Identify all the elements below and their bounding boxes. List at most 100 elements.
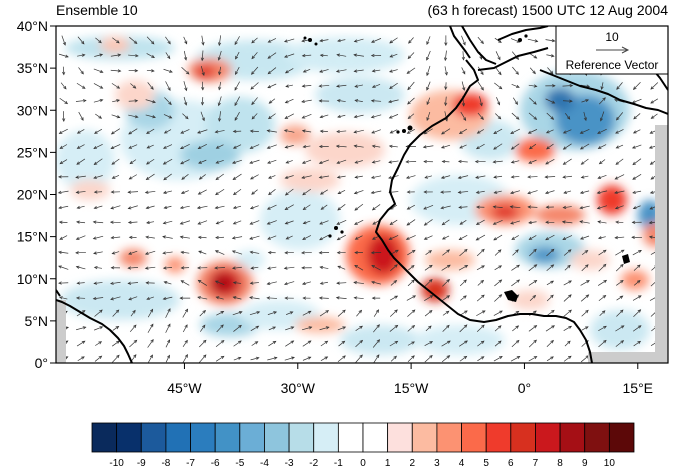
lat-tick-label: 15°N bbox=[17, 229, 48, 245]
wind-vector bbox=[546, 339, 554, 348]
wind-vector bbox=[494, 82, 503, 90]
wind-vector bbox=[318, 144, 329, 149]
wind-vector bbox=[388, 114, 399, 119]
wind-vector bbox=[93, 175, 103, 179]
wind-vector bbox=[563, 355, 572, 362]
wind-vector bbox=[354, 203, 364, 211]
wind-vector bbox=[268, 340, 277, 347]
wind-vector bbox=[633, 113, 641, 120]
wind-vector bbox=[284, 296, 294, 300]
wind-vector bbox=[129, 36, 138, 44]
wind-vector bbox=[127, 220, 138, 225]
wind-vector bbox=[493, 128, 503, 134]
wind-vector bbox=[650, 113, 658, 119]
wind-vector bbox=[616, 309, 624, 317]
wind-vector bbox=[354, 84, 363, 88]
latitude-axis: 0° 5°N 10°N 15°N 20°N 25°N 30°N 35°N 40°N bbox=[17, 18, 56, 371]
wind-vector bbox=[301, 175, 312, 179]
wind-vector bbox=[266, 144, 277, 149]
colorbar-label: 5 bbox=[483, 458, 489, 469]
wind-vector bbox=[77, 53, 86, 57]
wind-vector bbox=[407, 324, 416, 332]
wind-vector bbox=[492, 205, 503, 209]
wind-vector bbox=[353, 144, 364, 148]
wind-vector bbox=[426, 81, 431, 91]
wind-vector bbox=[616, 280, 624, 286]
wind-vector bbox=[475, 175, 486, 179]
wind-vector bbox=[614, 205, 624, 210]
wind-vector bbox=[234, 96, 240, 107]
wind-vector bbox=[146, 53, 155, 58]
wind-vector bbox=[459, 279, 467, 287]
wind-vector bbox=[179, 235, 190, 239]
wind-vector bbox=[93, 190, 103, 194]
left-title: Ensemble 10 bbox=[56, 2, 138, 18]
wind-vector bbox=[93, 158, 103, 165]
wind-vector bbox=[146, 158, 155, 165]
wind-vector bbox=[632, 129, 641, 134]
wind-vector bbox=[336, 251, 346, 255]
wind-vector bbox=[561, 220, 573, 224]
wind-vector bbox=[249, 205, 259, 210]
wind-vector bbox=[249, 220, 260, 225]
wind-vector bbox=[232, 220, 242, 225]
wind-vector bbox=[354, 264, 364, 271]
wind-vector bbox=[165, 81, 171, 91]
colorbar-label: 0 bbox=[360, 458, 366, 469]
wind-vector bbox=[477, 36, 484, 45]
wind-vector bbox=[407, 81, 415, 91]
wind-vector bbox=[579, 190, 590, 194]
wind-vector bbox=[336, 175, 346, 179]
wind-vector bbox=[214, 205, 225, 210]
wind-vector bbox=[110, 266, 121, 270]
colorbar-swatch bbox=[140, 422, 167, 453]
wind-vector bbox=[77, 356, 85, 362]
wind-vector bbox=[336, 99, 346, 103]
wind-vector bbox=[459, 220, 467, 225]
wind-vector bbox=[58, 250, 69, 254]
wind-vector bbox=[162, 158, 173, 165]
wind-vector bbox=[389, 340, 399, 347]
wind-vector bbox=[600, 82, 604, 91]
wind-vector bbox=[354, 235, 363, 240]
wind-vector bbox=[423, 219, 433, 226]
wind-vector bbox=[459, 324, 468, 333]
wind-vector bbox=[198, 159, 207, 164]
wind-vector bbox=[197, 235, 207, 239]
wind-vector bbox=[337, 326, 347, 331]
wind-vector bbox=[389, 37, 398, 44]
lon-tick-label: 15°E bbox=[623, 380, 654, 396]
wind-vector bbox=[459, 340, 468, 347]
wind-vector bbox=[181, 67, 190, 75]
wind-vector bbox=[370, 99, 382, 103]
wind-vector bbox=[111, 158, 120, 165]
colorbar-label: -6 bbox=[211, 458, 220, 469]
wind-vector bbox=[426, 111, 431, 121]
wind-vector bbox=[441, 264, 451, 271]
wind-vector bbox=[475, 219, 485, 225]
wind-vector bbox=[528, 112, 538, 120]
wind-vector bbox=[92, 220, 104, 224]
colorbar-label: 7 bbox=[533, 458, 539, 469]
wind-vector bbox=[372, 220, 380, 225]
wind-vector bbox=[267, 83, 277, 89]
wind-vector bbox=[112, 309, 120, 317]
wind-vector bbox=[510, 160, 520, 164]
wind-vector bbox=[197, 220, 208, 225]
wind-vector bbox=[425, 325, 432, 332]
wind-vector bbox=[632, 190, 642, 194]
wind-vector bbox=[318, 251, 330, 255]
colorbar-label: -2 bbox=[309, 458, 318, 469]
wind-vector bbox=[216, 324, 224, 333]
wind-vector bbox=[441, 128, 451, 135]
wind-vector bbox=[495, 51, 501, 61]
wind-vector bbox=[232, 144, 242, 149]
wind-vector bbox=[165, 354, 170, 363]
wind-vector bbox=[319, 129, 328, 133]
wind-vector bbox=[111, 83, 121, 89]
colorbar-label: -4 bbox=[260, 458, 269, 469]
wind-vector bbox=[528, 159, 537, 164]
wind-vector bbox=[599, 310, 606, 317]
wind-vector bbox=[615, 220, 624, 224]
wind-vector bbox=[179, 143, 190, 150]
